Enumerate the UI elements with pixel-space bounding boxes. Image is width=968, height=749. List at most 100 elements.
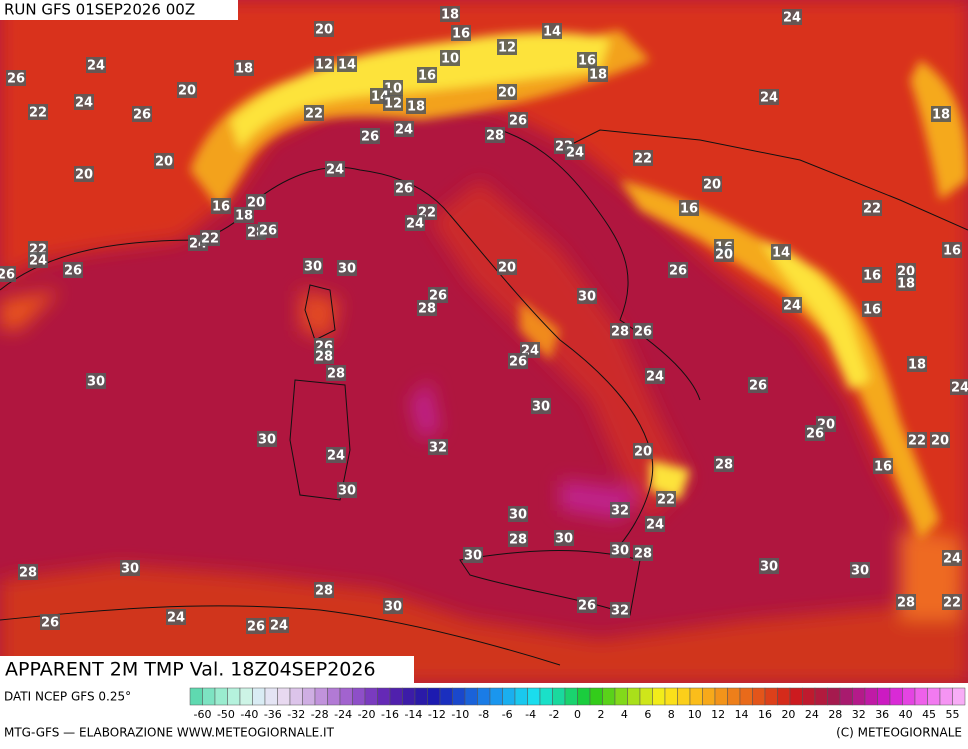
label-box (428, 287, 448, 303)
label-box (258, 222, 278, 238)
label-box (325, 161, 345, 177)
label-text: 24 (783, 11, 801, 26)
label-text: 32 (611, 604, 629, 619)
label-box (154, 153, 174, 169)
color-swatch (289, 687, 303, 706)
temperature-label: 16 (862, 267, 882, 284)
color-swatch (539, 687, 553, 706)
temperature-label: 30 (303, 258, 323, 275)
color-bar-label: 45 (922, 708, 936, 721)
run-box: RUN GFS 01SEP2026 00Z (0, 0, 238, 20)
color-swatch (689, 687, 703, 706)
label-text: 24 (406, 217, 424, 232)
label-box (577, 288, 597, 304)
label-text: 24 (646, 370, 664, 385)
temperature-label: 16 (577, 52, 597, 69)
temperature-label: 16 (211, 198, 231, 215)
temperature-label: 30 (463, 547, 483, 564)
label-text: 20 (931, 434, 949, 449)
temperature-label: 22 (304, 105, 324, 122)
color-swatch (752, 687, 766, 706)
color-bar-label: -10 (451, 708, 469, 721)
temperature-label: 22 (907, 432, 927, 449)
color-bar-label: -2 (549, 708, 560, 721)
temperature-label: 16 (942, 242, 962, 259)
label-box (907, 356, 927, 372)
temperature-label: 18 (896, 275, 916, 292)
label-text: 30 (611, 544, 629, 559)
temperature-label: 28 (610, 323, 630, 340)
label-box (907, 432, 927, 448)
label-box (930, 432, 950, 448)
label-box (508, 353, 528, 369)
label-box (200, 230, 220, 246)
footer-left: MTG-GFS — ELABORAZIONE WWW.METEOGIORNALE… (4, 726, 335, 740)
label-text: 18 (897, 277, 915, 292)
label-text: 24 (783, 299, 801, 314)
temperature-label: 24 (782, 297, 802, 314)
label-box (508, 531, 528, 547)
label-box (394, 121, 414, 137)
color-swatch (639, 687, 653, 706)
color-bar-label: -60 (194, 708, 212, 721)
label-text: 22 (29, 106, 47, 121)
label-box (896, 275, 916, 291)
label-box (645, 516, 665, 532)
label-text: 30 (258, 433, 276, 448)
temperature-label: 24 (782, 9, 802, 26)
color-swatch (664, 687, 678, 706)
color-swatch (702, 687, 716, 706)
color-bar-label: 40 (899, 708, 913, 721)
label-box (337, 56, 357, 72)
temperature-label: 18 (931, 106, 951, 123)
label-text: 16 (452, 27, 470, 42)
label-box (633, 545, 653, 561)
label-box (679, 200, 699, 216)
temperature-label: 24 (759, 89, 779, 106)
label-box (782, 9, 802, 25)
temperature-label: 30 (337, 260, 357, 277)
label-text: 28 (486, 129, 504, 144)
color-bar-label: 6 (644, 708, 651, 721)
label-box (577, 597, 597, 613)
label-box (120, 560, 140, 576)
temperature-label: 30 (257, 431, 277, 448)
label-box (406, 98, 426, 114)
color-swatch (464, 687, 478, 706)
color-swatch (902, 687, 916, 706)
label-box (234, 60, 254, 76)
label-text: 22 (908, 434, 926, 449)
temperature-label: 12 (497, 39, 517, 56)
color-swatch (239, 687, 253, 706)
label-text: 32 (429, 441, 447, 456)
color-swatch (502, 687, 516, 706)
temperature-label: 28 (508, 531, 528, 548)
temperature-label: 28 (714, 456, 734, 473)
label-text: 30 (578, 290, 596, 305)
color-swatch (614, 687, 628, 706)
color-swatch (627, 687, 641, 706)
label-box (771, 244, 791, 260)
temperature-label: 20 (154, 153, 174, 170)
label-box (86, 373, 106, 389)
label-text: 18 (441, 8, 459, 23)
temperature-label: 12 (314, 56, 334, 73)
label-box (668, 262, 688, 278)
label-text: 26 (429, 289, 447, 304)
label-box (577, 52, 597, 68)
label-text: 28 (315, 584, 333, 599)
label-text: 22 (657, 493, 675, 508)
temperature-label: 28 (18, 564, 38, 581)
temperature-label: 22 (862, 200, 882, 217)
label-box (211, 198, 231, 214)
label-text: 26 (361, 130, 379, 145)
label-box (428, 439, 448, 455)
label-box (0, 266, 16, 282)
label-box (304, 105, 324, 121)
label-text: 28 (327, 367, 345, 382)
color-bar-label: 12 (711, 708, 725, 721)
temperature-label: 30 (610, 542, 630, 559)
color-bar-label: 2 (597, 708, 604, 721)
label-text: 30 (532, 400, 550, 415)
temperature-label: 26 (633, 323, 653, 340)
